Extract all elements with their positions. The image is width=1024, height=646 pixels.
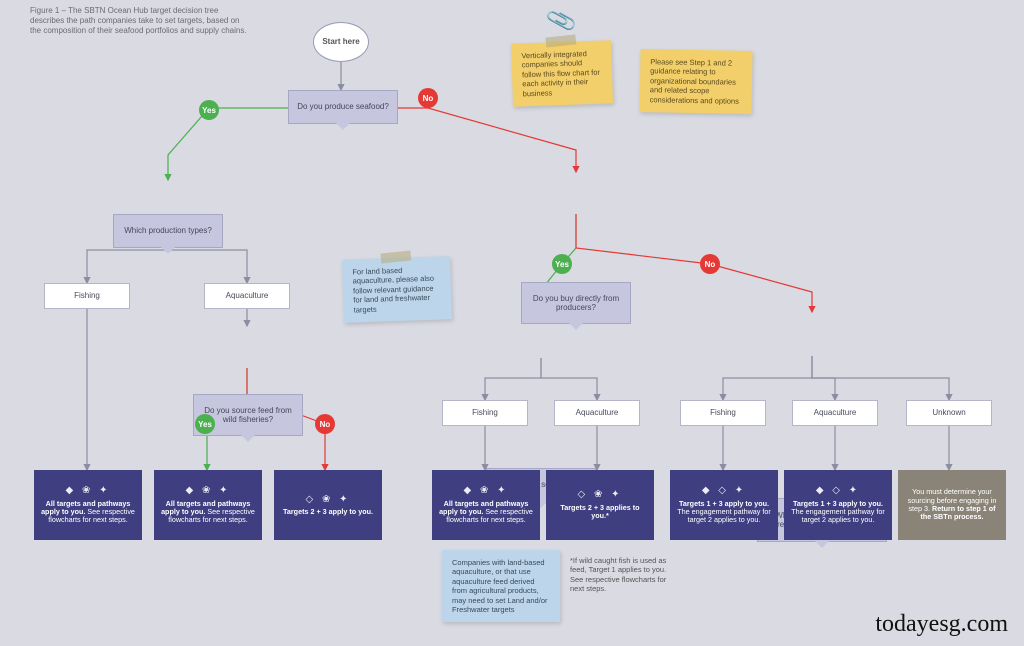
sticky-blue-1: For land based aquaculture, please also … <box>342 256 452 323</box>
option-aquaculture-left: Aquaculture <box>204 283 290 309</box>
result-4-icons: ◆ ❀ ✦ <box>463 485 508 497</box>
result-2: ◆ ❀ ✦ All targets and pathways apply to … <box>154 470 262 540</box>
watermark: todayesg.com <box>875 611 1008 638</box>
result-7-icons: ◆ ◇ ✦ <box>816 485 860 497</box>
result-3: ◇ ❀ ✦ Targets 2 + 3 apply to you. <box>274 470 382 540</box>
option-aquaculture-mid: Aquaculture <box>554 400 640 426</box>
sticky-yellow-2: Please see Step 1 and 2 guidance relatin… <box>639 49 752 114</box>
result-3-icons: ◇ ❀ ✦ <box>305 494 350 506</box>
result-5: ◇ ❀ ✦ Targets 2 + 3 applies to you.* <box>546 470 654 540</box>
sticky-blue-2: Companies with land-based aquaculture, o… <box>442 550 560 622</box>
decision-prodtypes: Which production types? <box>113 214 223 248</box>
figure-caption: Figure 1 – The SBTN Ocean Hub target dec… <box>30 6 250 36</box>
decision-buy: Do you buy directly from producers? <box>521 282 631 324</box>
result-1-icons: ◆ ❀ ✦ <box>65 485 110 497</box>
badge-yes-buy: Yes <box>552 254 572 274</box>
result-2-icons: ◆ ❀ ✦ <box>185 485 230 497</box>
option-unknown: Unknown <box>906 400 992 426</box>
result-8: You must determine your sourcing before … <box>898 470 1006 540</box>
decision-produce: Do you produce seafood? <box>288 90 398 124</box>
option-fishing-left: Fishing <box>44 283 130 309</box>
result-4: ◆ ❀ ✦ All targets and pathways apply to … <box>432 470 540 540</box>
badge-no-feed: No <box>315 414 335 434</box>
result-5-icons: ◇ ❀ ✦ <box>577 489 622 501</box>
badge-yes-produce: Yes <box>199 100 219 120</box>
option-fishing-mid: Fishing <box>442 400 528 426</box>
result-6: ◆ ◇ ✦ Targets 1 + 3 apply to you. The en… <box>670 470 778 540</box>
option-fishing-right: Fishing <box>680 400 766 426</box>
footnote: *If wild caught fish is used as feed, Ta… <box>570 556 680 594</box>
result-6-icons: ◆ ◇ ✦ <box>702 485 746 497</box>
badge-no-produce: No <box>418 88 438 108</box>
sticky-yellow-1: Vertically integrated companies should f… <box>511 40 613 106</box>
option-aquaculture-right: Aquaculture <box>792 400 878 426</box>
start-node: Start here <box>313 22 369 62</box>
result-1: ◆ ❀ ✦ All targets and pathways apply to … <box>34 470 142 540</box>
badge-yes-feed: Yes <box>195 414 215 434</box>
badge-no-buy: No <box>700 254 720 274</box>
result-7: ◆ ◇ ✦ Targets 1 + 3 apply to you. The en… <box>784 470 892 540</box>
paperclip-icon: 📎 <box>544 4 579 38</box>
